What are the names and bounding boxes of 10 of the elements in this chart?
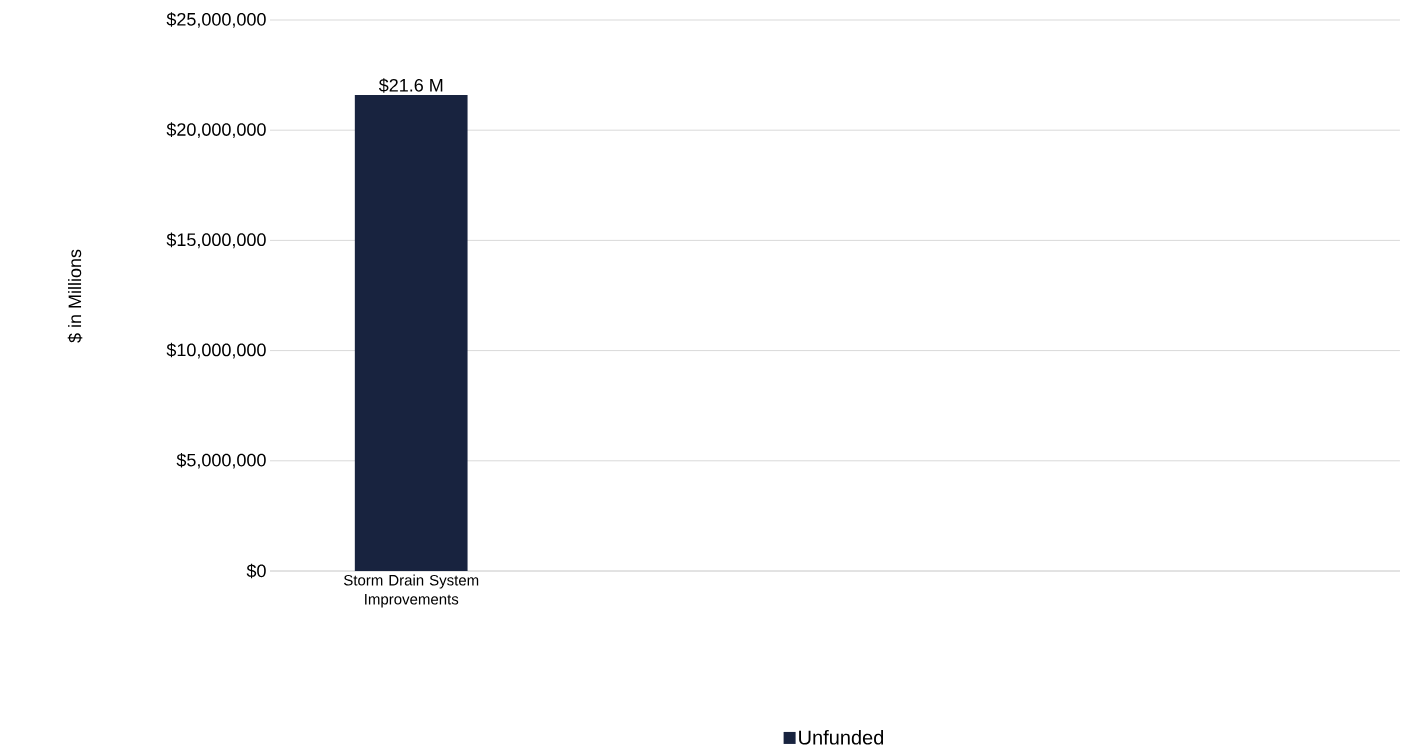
data-label: $21.6 M — [378, 78, 443, 93]
x-tick-label: Storm Drain System Improvements — [343, 574, 479, 608]
y-axis-title: $ in Millions — [67, 249, 83, 343]
legend-label: Unfunded — [799, 729, 884, 745]
y-tick-label: $15,000,000 — [166, 232, 266, 249]
y-tick-label: $20,000,000 — [166, 122, 266, 139]
y-tick-label: $10,000,000 — [166, 342, 266, 359]
y-tick-label: $0 — [246, 563, 266, 579]
y-tick-label: $5,000,000 — [176, 452, 266, 469]
y-tick-label: $25,000,000 — [166, 12, 266, 28]
